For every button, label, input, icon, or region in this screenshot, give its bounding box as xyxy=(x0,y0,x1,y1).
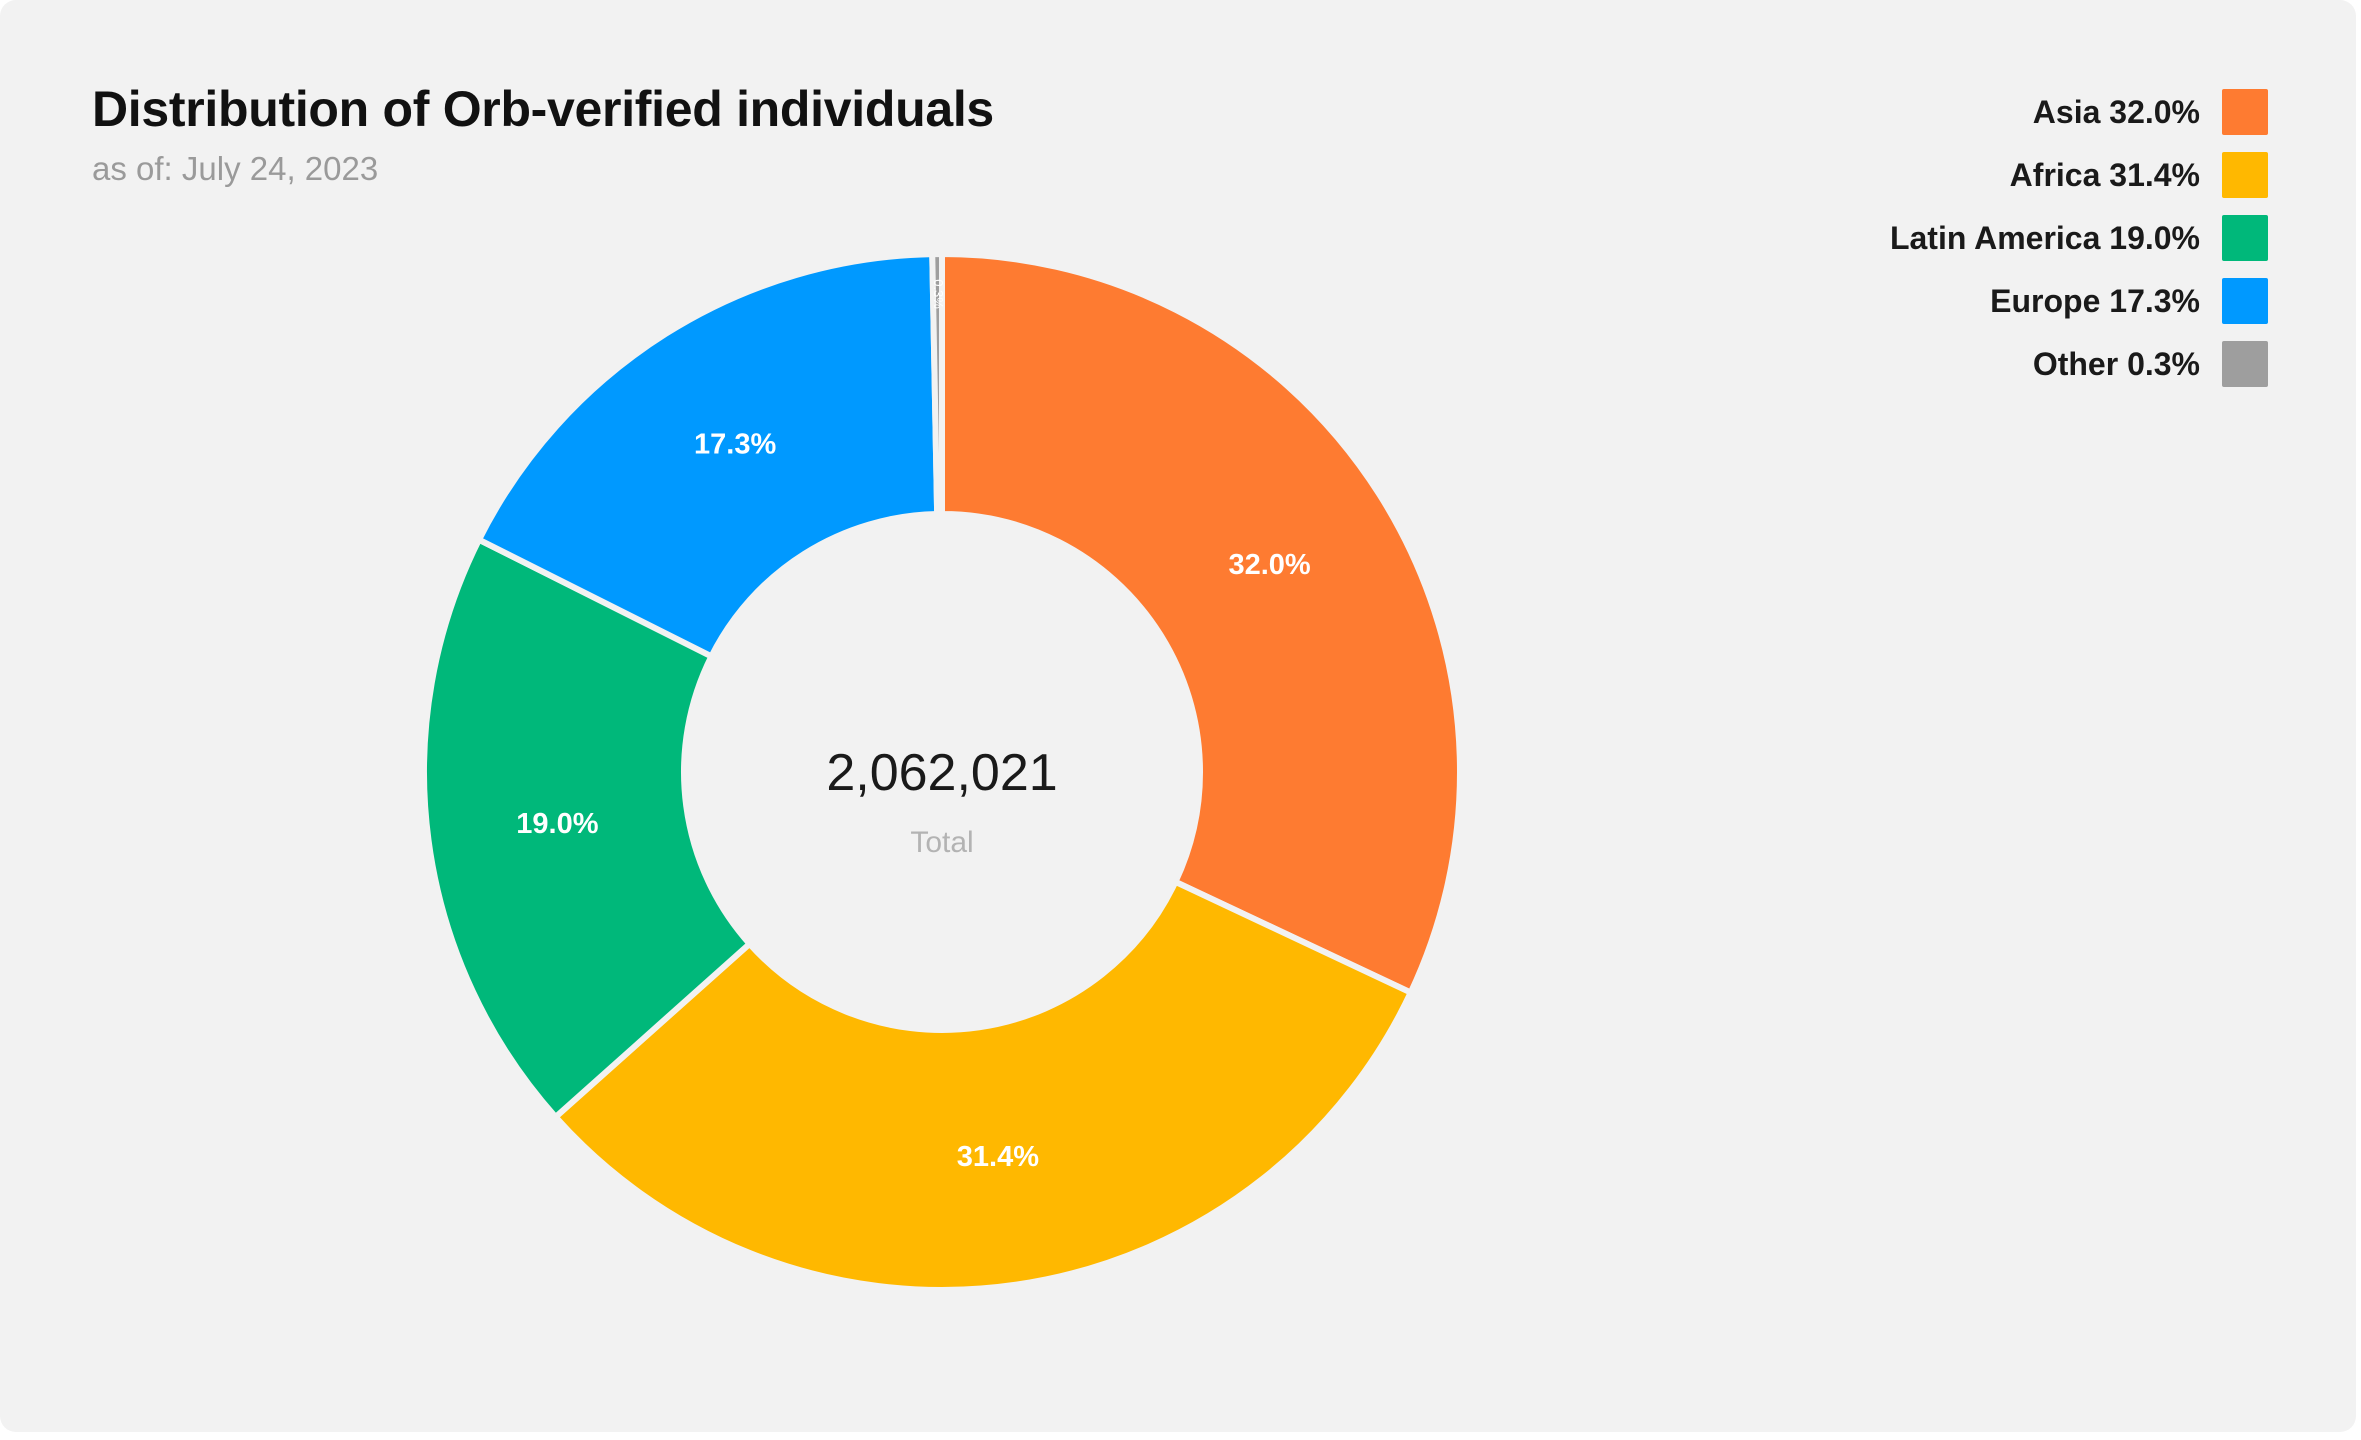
legend-swatch xyxy=(2222,215,2268,261)
slice-asia xyxy=(939,250,1463,997)
legend-swatch xyxy=(2222,89,2268,135)
legend-swatch xyxy=(2222,278,2268,324)
chart-legend: Asia 32.0% Africa 31.4% Latin America 19.0… xyxy=(1890,88,2268,403)
slice-label-africa: 31.4% xyxy=(957,1141,1039,1173)
legend-item-latin-america: Latin America 19.0% xyxy=(1890,214,2268,262)
chart-title: Distribution of Orb-verified individuals xyxy=(92,81,994,137)
slice-label-latin-america: 19.0% xyxy=(516,808,598,840)
center-total-value: 2,062,021 xyxy=(826,744,1057,802)
legend-label: Asia 32.0% xyxy=(2032,93,2200,130)
legend-label: Other 0.3% xyxy=(2032,345,2200,382)
legend-item-africa: Africa 31.4% xyxy=(1890,151,2268,199)
donut-slices xyxy=(421,250,1463,1293)
legend-swatch xyxy=(2222,341,2268,387)
slice-label-other: 0.3% xyxy=(931,279,946,309)
slice-label-europe: 17.3% xyxy=(694,429,776,461)
center-total-label: Total xyxy=(910,826,973,859)
legend-item-other: Other 0.3% xyxy=(1890,340,2268,388)
slice-label-asia: 32.0% xyxy=(1228,549,1310,581)
legend-label: Latin America 19.0% xyxy=(1889,219,2200,256)
donut-slice-labels: 32.0% 31.4% 19.0% 17.3% 0.3% xyxy=(516,279,1311,1173)
legend-label: Africa 31.4% xyxy=(2009,156,2200,193)
slice-latin-america xyxy=(421,535,754,1122)
chart-subtitle: as of: July 24, 2023 xyxy=(92,150,379,187)
legend-label: Europe 17.3% xyxy=(1990,282,2200,319)
legend-item-europe: Europe 17.3% xyxy=(1890,277,2268,325)
slice-europe xyxy=(474,251,941,661)
legend-item-asia: Asia 32.0% xyxy=(1890,88,2268,136)
legend-swatch xyxy=(2222,152,2268,198)
slice-africa xyxy=(551,877,1415,1293)
slice-other xyxy=(929,250,945,518)
